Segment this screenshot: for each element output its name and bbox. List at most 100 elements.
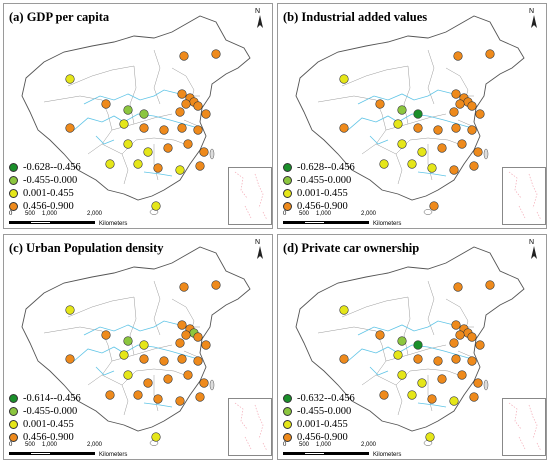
scale-bar: 0 500 1,000 2,000 Kilometers: [283, 442, 401, 458]
legend-label: -0.614--0.456: [23, 393, 81, 404]
province-marker: [413, 340, 423, 350]
province-marker: [179, 282, 189, 292]
legend-label: 0.456-0.900: [23, 201, 74, 212]
scale-tick: 0: [9, 442, 13, 448]
province-marker: [433, 125, 443, 135]
legend-dot-icon: [283, 420, 292, 429]
legend-dot-icon: [283, 433, 292, 442]
province-marker: [375, 330, 385, 340]
province-marker: [175, 338, 185, 348]
taiwan-island: [209, 148, 215, 160]
province-marker: [413, 354, 423, 364]
legend-item: 0.001-0.455: [283, 187, 355, 200]
river: [83, 320, 181, 336]
province-marker: [199, 147, 209, 157]
province-marker: [451, 354, 461, 364]
province-marker: [181, 330, 191, 340]
province-marker: [153, 394, 163, 404]
province-marker: [407, 159, 417, 169]
province-boundary: [121, 153, 129, 185]
china-map: [21, 15, 251, 215]
south-china-sea-inset: [502, 398, 546, 456]
province-marker: [101, 99, 111, 109]
province-marker: [139, 123, 149, 133]
legend-label: 0.001-0.455: [297, 419, 348, 430]
river: [95, 135, 115, 145]
scale-tick: 1,000: [42, 442, 58, 448]
province-boundary: [409, 368, 465, 378]
scale-tick: 2,000: [361, 211, 377, 217]
province-marker: [65, 123, 75, 133]
province-marker: [417, 147, 427, 157]
province-marker: [407, 390, 417, 400]
province-marker: [455, 330, 465, 340]
river: [369, 135, 389, 145]
china-map: [295, 15, 525, 215]
province-marker: [139, 109, 149, 119]
province-marker: [449, 165, 459, 175]
province-marker: [119, 119, 129, 129]
province-boundary: [427, 375, 433, 412]
province-marker: [397, 336, 407, 346]
province-boundary: [395, 153, 403, 185]
province-marker: [179, 51, 189, 61]
province-marker: [143, 147, 153, 157]
river: [83, 89, 181, 105]
river: [357, 320, 455, 336]
scale-tick: 2,000: [87, 442, 103, 448]
legend-dot-icon: [9, 163, 18, 172]
province-boundary: [403, 296, 411, 356]
legend-item: -0.628--0.456: [9, 161, 81, 174]
province-boundary: [183, 350, 199, 358]
legend-dot-icon: [9, 202, 18, 211]
river: [357, 89, 455, 105]
province-marker: [449, 107, 459, 117]
province-marker: [201, 340, 211, 350]
province-boundary: [129, 65, 137, 125]
province-marker: [105, 390, 115, 400]
legend-label: 0.456-0.900: [23, 432, 74, 443]
province-marker: [201, 109, 211, 119]
province-marker: [123, 139, 133, 149]
province-marker: [139, 340, 149, 350]
province-marker: [469, 392, 479, 402]
province-marker: [163, 374, 173, 384]
north-arrow-icon: N: [527, 8, 541, 30]
scale-unit: Kilometers: [99, 452, 128, 458]
province-boundary: [403, 65, 411, 125]
legend-item: 0.456-0.900: [9, 200, 81, 213]
scale-tick: 1,000: [316, 442, 332, 448]
province-boundary: [427, 49, 435, 105]
province-marker: [143, 378, 153, 388]
legend-label: -0.628--0.456: [297, 162, 355, 173]
legend-dot-icon: [9, 394, 18, 403]
province-marker: [473, 378, 483, 388]
province-marker: [457, 370, 467, 380]
province-marker: [413, 109, 423, 119]
province-marker: [199, 378, 209, 388]
north-label: N: [529, 239, 535, 246]
north-label: N: [255, 239, 261, 246]
river: [417, 171, 447, 177]
province-marker: [153, 163, 163, 173]
china-map: [21, 246, 251, 446]
scale-tick: 500: [299, 442, 310, 448]
province-marker: [451, 320, 461, 330]
scale-tick: 500: [299, 211, 310, 217]
province-marker: [119, 350, 129, 360]
province-marker: [453, 51, 463, 61]
province-marker: [437, 374, 447, 384]
south-china-sea-inset: [228, 398, 272, 456]
taiwan-island: [483, 148, 489, 160]
province-boundary: [67, 296, 135, 318]
province-marker: [485, 49, 495, 59]
legend: -0.628--0.456 -0.455-0.000 0.001-0.455 0…: [283, 161, 355, 213]
province-marker: [123, 370, 133, 380]
province-marker: [433, 356, 443, 366]
panel-title: (c) Urban Population density: [9, 241, 164, 255]
legend-label: 0.001-0.455: [297, 188, 348, 199]
province-marker: [457, 139, 467, 149]
province-boundary: [361, 344, 387, 386]
province-marker: [473, 147, 483, 157]
province-marker: [413, 123, 423, 133]
